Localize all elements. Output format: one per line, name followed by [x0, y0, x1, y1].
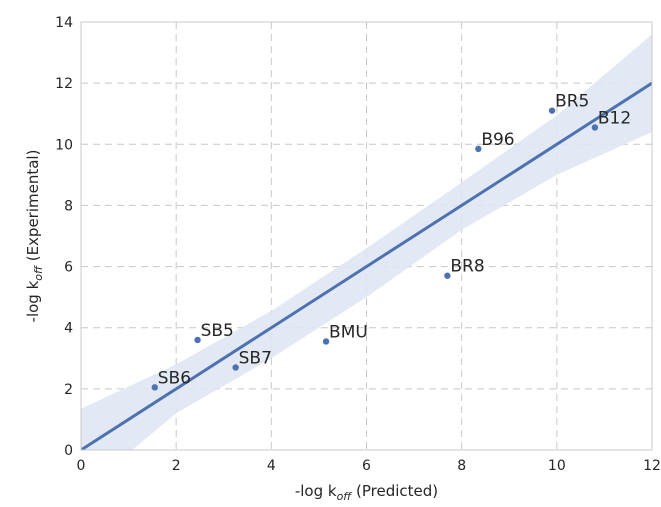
- plot-frame: [80, 21, 653, 451]
- data-point: [475, 145, 482, 153]
- y-tick-label: 2: [64, 382, 73, 398]
- confidence-band-layer: [81, 34, 652, 450]
- point-label: SB5: [201, 321, 234, 341]
- data-point: [548, 107, 556, 114]
- x-tick-label: 8: [457, 458, 466, 474]
- y-tick-labels: 0 2 4 6 8 10 12 14: [55, 15, 73, 459]
- x-tick-label: 0: [77, 458, 86, 474]
- data-point: [232, 364, 239, 371]
- y-tick-label: 4: [64, 321, 73, 337]
- regression-line-layer: [81, 81, 652, 450]
- x-tick-label: 2: [172, 458, 181, 474]
- data-point: [322, 338, 330, 345]
- point-label: B96: [481, 130, 514, 150]
- y-tick-label: 14: [55, 15, 73, 31]
- x-tick-label: 12: [643, 458, 661, 474]
- x-tick-label: 6: [362, 458, 371, 474]
- x-tick-labels: 0 2 4 6 8 10 12: [77, 458, 661, 474]
- point-label: BMU: [329, 322, 368, 342]
- y-tick-label: 6: [64, 260, 73, 276]
- point-label: SB6: [158, 368, 191, 388]
- regression-line: [81, 81, 652, 450]
- point-label: BR5: [555, 92, 589, 112]
- x-tick-label: 4: [267, 458, 276, 474]
- data-point: [591, 124, 599, 131]
- data-points: [151, 107, 599, 391]
- x-tick-label: 10: [548, 458, 566, 474]
- confidence-band: [81, 34, 652, 450]
- data-point: [194, 336, 201, 344]
- point-label: SB7: [239, 348, 272, 368]
- x-axis-label: -log koff (Predicted): [295, 482, 438, 502]
- data-point: [444, 272, 451, 279]
- y-axis-label: -log koff (Experimental): [24, 150, 45, 323]
- y-tick-label: 12: [55, 76, 73, 92]
- point-label: B12: [598, 108, 631, 128]
- data-point: [151, 384, 158, 391]
- y-tick-label: 0: [64, 443, 73, 459]
- y-tick-label: 8: [64, 198, 73, 214]
- y-tick-label: 10: [55, 137, 73, 153]
- point-label: BR8: [450, 257, 484, 277]
